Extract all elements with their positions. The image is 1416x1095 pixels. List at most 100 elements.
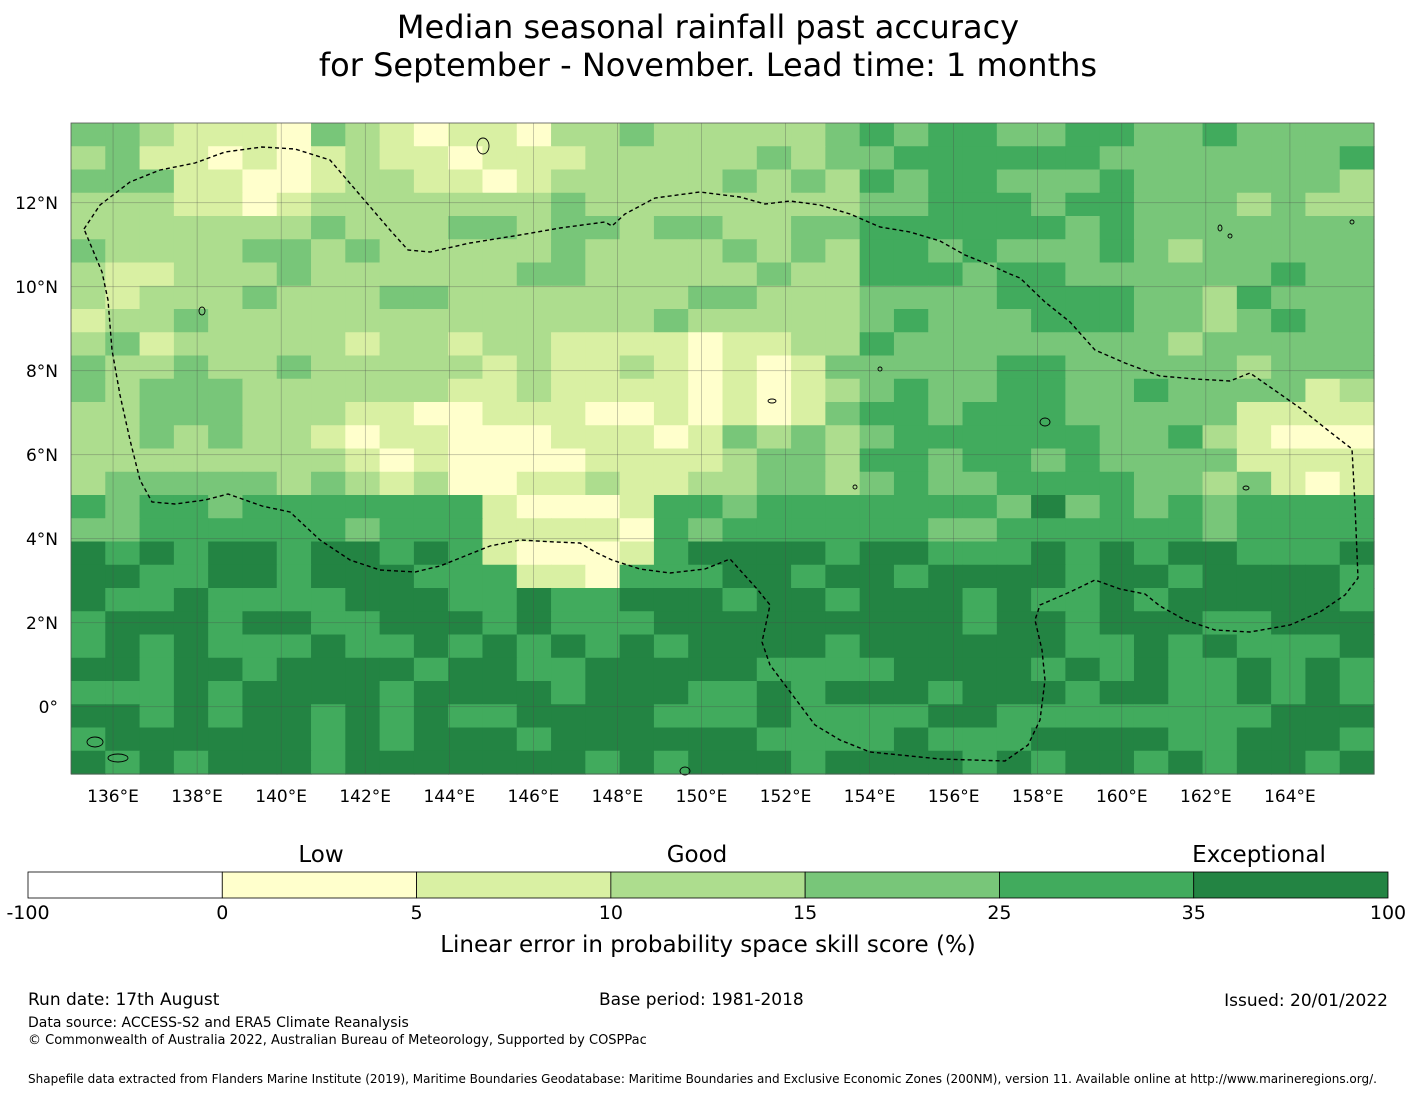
skill-cell [242, 588, 278, 612]
skill-cell [311, 332, 346, 357]
skill-cell [379, 309, 415, 333]
skill-cell [756, 355, 792, 380]
skill-cell [1339, 216, 1375, 240]
skill-cell [311, 309, 346, 333]
skill-cell [722, 355, 758, 380]
skill-cell [1305, 262, 1341, 287]
skill-cell [345, 750, 381, 775]
skill-cell [1271, 355, 1307, 380]
skill-cell [653, 309, 689, 333]
skill-cell [139, 704, 175, 729]
skill-cell [688, 425, 724, 450]
skill-cell [276, 285, 312, 310]
skill-cell [71, 634, 106, 659]
skill-cell [825, 402, 861, 426]
skill-cell [928, 309, 964, 333]
skill-cell [1031, 285, 1066, 310]
skill-cell [1168, 425, 1204, 450]
skill-cell [551, 727, 586, 752]
skill-cell [619, 681, 655, 705]
skill-cell [242, 750, 278, 775]
skill-cell [242, 216, 278, 240]
skill-cell [1099, 611, 1135, 636]
skill-cell [71, 657, 106, 682]
skill-cell [1305, 611, 1341, 636]
skill-cell [482, 309, 518, 333]
skill-cell [345, 146, 381, 171]
skill-cell [791, 239, 826, 264]
skill-cell [448, 192, 484, 217]
island-outline [852, 484, 858, 490]
skill-cell [1202, 192, 1238, 217]
skill-cell [756, 495, 792, 519]
colorbar-segment [804, 871, 1000, 899]
skill-cell [448, 588, 484, 612]
skill-cell [276, 146, 312, 171]
skill-cell [619, 634, 655, 659]
skill-cell [825, 681, 861, 705]
skill-cell [653, 402, 689, 426]
skill-cell [996, 123, 1032, 147]
skill-cell [516, 378, 552, 403]
skill-cell [413, 634, 449, 659]
skill-cell [1339, 355, 1375, 380]
longitude-ticks: 136°E 138°E 140°E 142°E 144°E 146°E 148°E 150°E… [87, 787, 1316, 807]
skill-cell [208, 727, 244, 752]
skill-cell [962, 750, 998, 775]
island-outline [107, 753, 129, 763]
skill-cell [825, 285, 861, 310]
longitude-tick-label: 144°E [423, 787, 475, 807]
skill-cell [1099, 355, 1135, 380]
skill-cell [242, 471, 278, 496]
skill-cell [1236, 681, 1272, 705]
skill-cell [928, 588, 964, 612]
skill-cell [791, 657, 826, 682]
skill-cell [311, 402, 346, 426]
skill-cell [139, 285, 175, 310]
skill-cell [448, 216, 484, 240]
skill-cell [345, 634, 381, 659]
skill-cell [1031, 239, 1066, 264]
skill-cell [242, 309, 278, 333]
skill-cell [71, 588, 106, 612]
skill-cell [105, 285, 141, 310]
skill-cell [996, 588, 1032, 612]
skill-cell [756, 588, 792, 612]
skill-cell [345, 285, 381, 310]
skill-cell [242, 448, 278, 473]
skill-cell [791, 402, 826, 426]
skill-cell [996, 239, 1032, 264]
island-outline [198, 306, 206, 316]
skill-cell [1099, 378, 1135, 403]
skill-cell [1339, 309, 1375, 333]
skill-cell [585, 727, 621, 752]
skill-cell [208, 750, 244, 775]
skill-cell [825, 704, 861, 729]
skill-cell [482, 495, 518, 519]
skill-cell [859, 239, 895, 264]
skill-cell [379, 285, 415, 310]
skill-cell [859, 355, 895, 380]
skill-cell [311, 634, 346, 659]
skill-cell [928, 564, 964, 589]
skill-cell [276, 611, 312, 636]
skill-cell [482, 750, 518, 775]
skill-cell [1099, 402, 1135, 426]
skill-cell [208, 564, 244, 589]
skill-cell [173, 657, 209, 682]
skill-cell [585, 495, 621, 519]
skill-cell [1236, 169, 1272, 194]
skill-cell [1305, 169, 1341, 194]
skill-cell [139, 634, 175, 659]
data-source: Data source: ACCESS-S2 and ERA5 Climate … [28, 1015, 409, 1031]
skill-cell [1339, 495, 1375, 519]
skill-cell [825, 564, 861, 589]
skill-cell [379, 425, 415, 450]
skill-cell [1305, 355, 1341, 380]
skill-cell [208, 378, 244, 403]
skill-cell [379, 564, 415, 589]
skill-cell [242, 541, 278, 566]
skill-cell [105, 657, 141, 682]
skill-cell [791, 518, 826, 543]
skill-cell [448, 564, 484, 589]
